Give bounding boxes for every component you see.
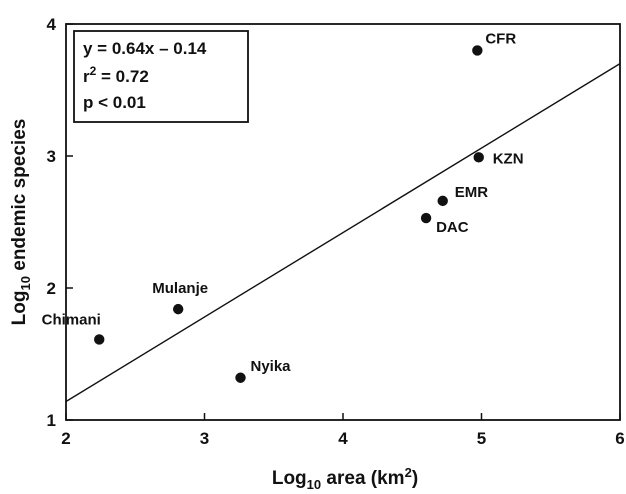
y-tick-label: 3 <box>47 147 56 166</box>
point-label-nyika: Nyika <box>251 358 292 375</box>
y-tick-label: 1 <box>47 411 56 430</box>
x-tick-label: 5 <box>477 429 486 448</box>
x-tick-label: 2 <box>61 429 70 448</box>
regression-layer <box>65 63 621 403</box>
y-tick-label: 2 <box>47 279 56 298</box>
data-point-cfr <box>472 45 483 56</box>
point-label-mulanje: Mulanje <box>152 280 208 297</box>
r-squared: r2 = 0.72 <box>83 64 149 86</box>
data-point-dac <box>420 212 432 224</box>
x-tick-label: 3 <box>200 429 209 448</box>
point-label-chimani: Chimani <box>42 311 101 328</box>
point-label-dac: DAC <box>436 219 469 236</box>
regression-equation: y = 0.64x – 0.14 <box>83 39 207 58</box>
point-label-cfr: CFR <box>485 30 516 47</box>
x-axis-title: Log10 area (km2) <box>272 465 418 492</box>
point-label-emr: EMR <box>455 184 489 201</box>
p-value: p < 0.01 <box>83 93 146 112</box>
data-point-mulanje <box>172 303 184 315</box>
regression-line <box>65 63 621 403</box>
stats-box-frame <box>73 30 249 123</box>
stats-box: y = 0.64x – 0.14 r2 = 0.72 p < 0.01 <box>73 30 249 123</box>
data-point-nyika <box>235 372 246 383</box>
y-axis-title: Log10 endemic species <box>9 119 33 326</box>
y-tick-label: 4 <box>47 15 57 34</box>
data-point-chimani <box>94 334 105 345</box>
x-tick-label: 6 <box>615 429 624 448</box>
point-label-kzn: KZN <box>493 150 524 167</box>
x-tick-label: 4 <box>338 429 348 448</box>
data-point-emr <box>437 195 448 207</box>
data-point-kzn <box>473 152 484 163</box>
points-layer <box>94 45 484 383</box>
